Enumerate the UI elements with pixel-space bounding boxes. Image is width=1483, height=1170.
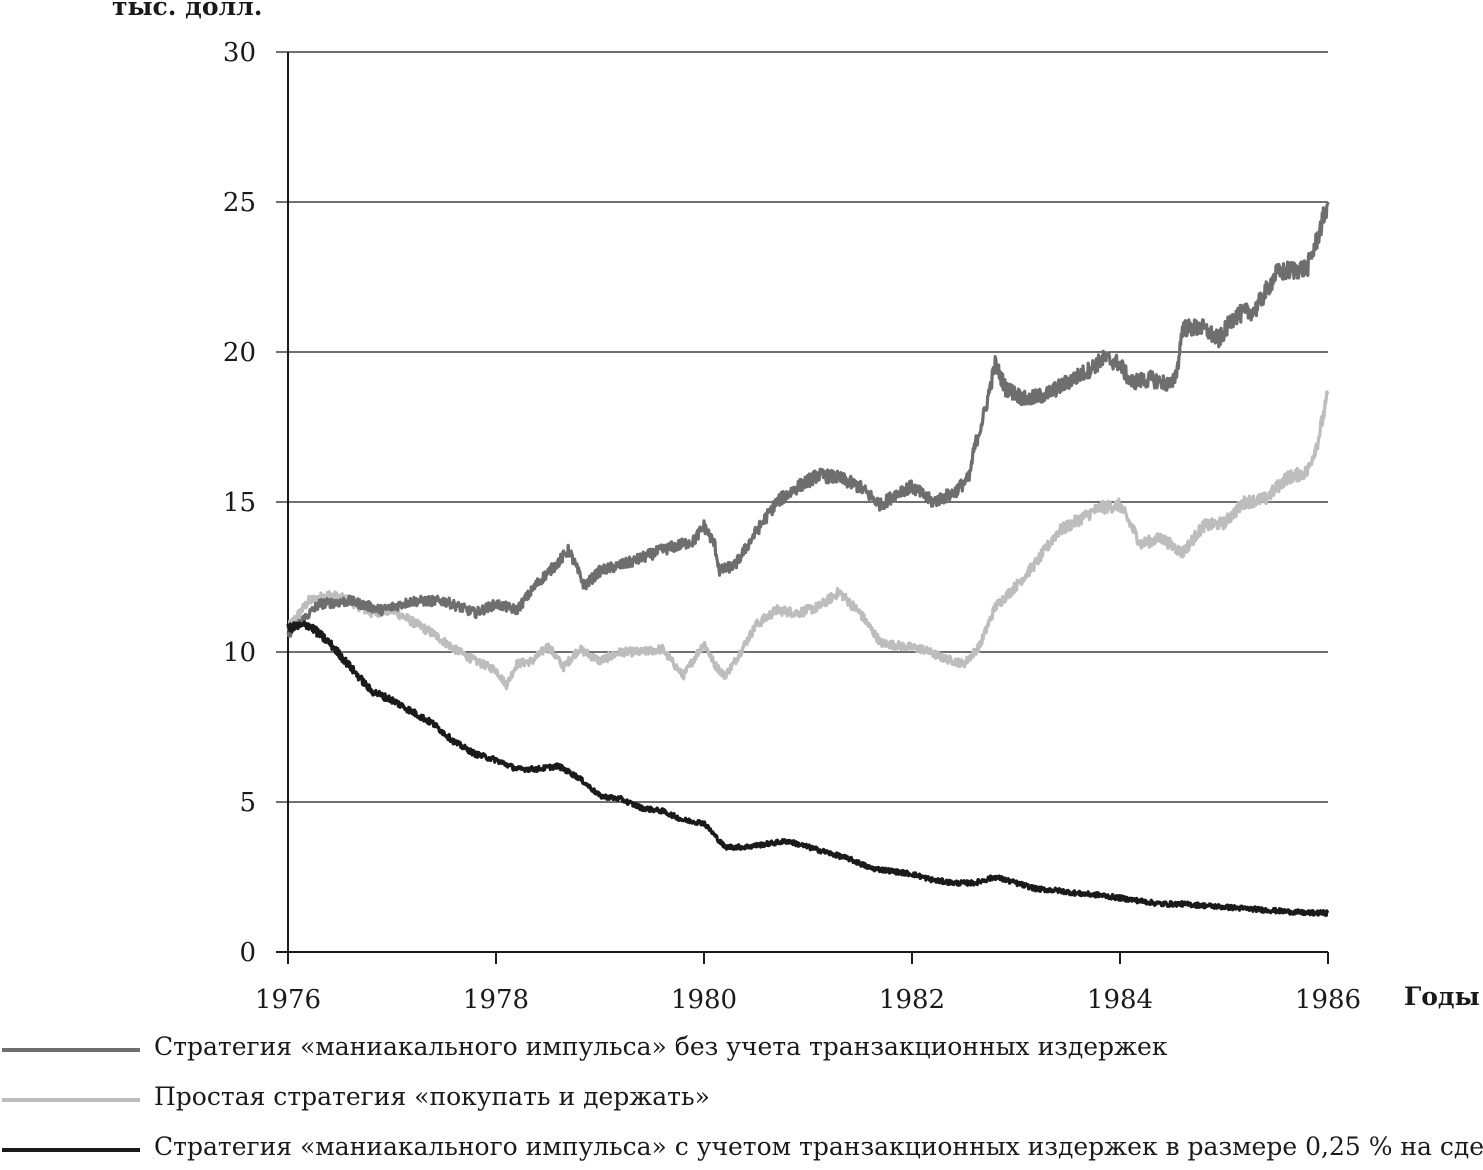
y-tick-label: 0: [239, 938, 256, 968]
y-tick-label: 5: [239, 788, 256, 818]
y-tick-label: 15: [223, 488, 256, 518]
legend-label: Стратегия «маниакального импульса» без у…: [154, 1032, 1168, 1061]
x-axis-label: Годы: [1404, 982, 1480, 1011]
x-tick-label: 1984: [1087, 985, 1153, 1015]
x-tick-label: 1980: [671, 985, 737, 1015]
axes: [276, 52, 1328, 953]
series-line-momentum-no-costs: [286, 201, 1330, 638]
legend-label: Простая стратегия «покупать и держать»: [154, 1082, 710, 1111]
x-tick-labels: 1976 1978 1980 1982 1984 1986: [255, 952, 1361, 1015]
grid-lines: [276, 51, 1328, 803]
series-lines: [286, 201, 1330, 918]
x-tick-label: 1982: [879, 985, 945, 1015]
y-tick-label: 20: [223, 338, 256, 368]
x-tick-label: 1976: [255, 985, 321, 1015]
legend-item-momentum-no-costs: Стратегия «маниакального импульса» без у…: [0, 1030, 1483, 1070]
series-line-momentum-with-costs: [286, 620, 1330, 918]
legend-swatch: [2, 1148, 140, 1152]
y-tick-labels: 0 5 10 15 20 25 30: [223, 38, 256, 968]
series-line-buy-and-hold: [286, 390, 1330, 691]
y-tick-label: 30: [223, 38, 256, 68]
y-axis-label: тыс. долл.: [112, 0, 263, 21]
legend-swatch: [2, 1048, 140, 1052]
legend-item-momentum-with-costs: Стратегия «маниакального импульса» с уче…: [0, 1130, 1483, 1170]
y-tick-label: 10: [223, 638, 256, 668]
legend-swatch: [2, 1098, 140, 1102]
legend-label: Стратегия «маниакального импульса» с уче…: [154, 1132, 1483, 1161]
y-tick-label: 25: [223, 188, 256, 218]
legend-item-buy-and-hold: Простая стратегия «покупать и держать»: [0, 1080, 1483, 1120]
x-tick-label: 1978: [463, 985, 529, 1015]
x-tick-label: 1986: [1295, 985, 1361, 1015]
